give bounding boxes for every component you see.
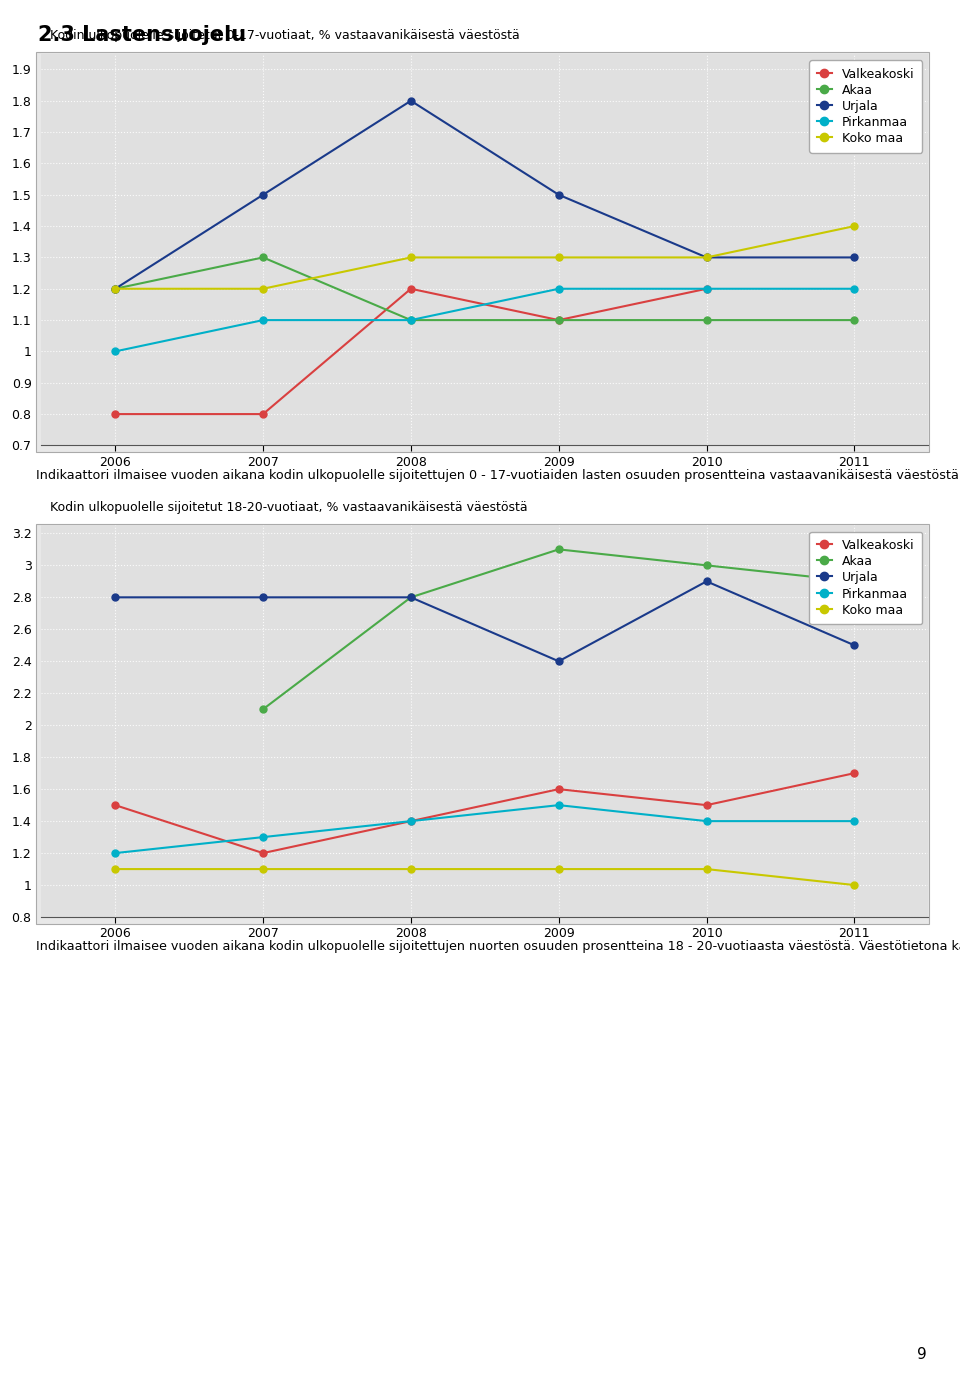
Text: 9: 9 bbox=[917, 1347, 926, 1362]
Text: Indikaattori ilmaisee vuoden aikana kodin ulkopuolelle sijoitettujen 0 - 17-vuot: Indikaattori ilmaisee vuoden aikana kodi… bbox=[36, 469, 960, 481]
Legend: Valkeakoski, Akaa, Urjala, Pirkanmaa, Koko maa: Valkeakoski, Akaa, Urjala, Pirkanmaa, Ko… bbox=[809, 532, 922, 625]
Legend: Valkeakoski, Akaa, Urjala, Pirkanmaa, Koko maa: Valkeakoski, Akaa, Urjala, Pirkanmaa, Ko… bbox=[809, 61, 922, 153]
Text: 2.3 Lastensuojelu: 2.3 Lastensuojelu bbox=[38, 25, 247, 46]
Text: Indikaattori ilmaisee vuoden aikana kodin ulkopuolelle sijoitettujen nuorten osu: Indikaattori ilmaisee vuoden aikana kodi… bbox=[36, 940, 960, 953]
Text: Kodin ulkopuolelle sijoitetut 18-20-vuotiaat, % vastaavanikäisestä väestöstä: Kodin ulkopuolelle sijoitetut 18-20-vuot… bbox=[50, 501, 528, 513]
Text: Kodin ulkopuolelle sijoitetut 0-17-vuotiaat, % vastaavanikäisestä väestöstä: Kodin ulkopuolelle sijoitetut 0-17-vuoti… bbox=[50, 29, 520, 41]
